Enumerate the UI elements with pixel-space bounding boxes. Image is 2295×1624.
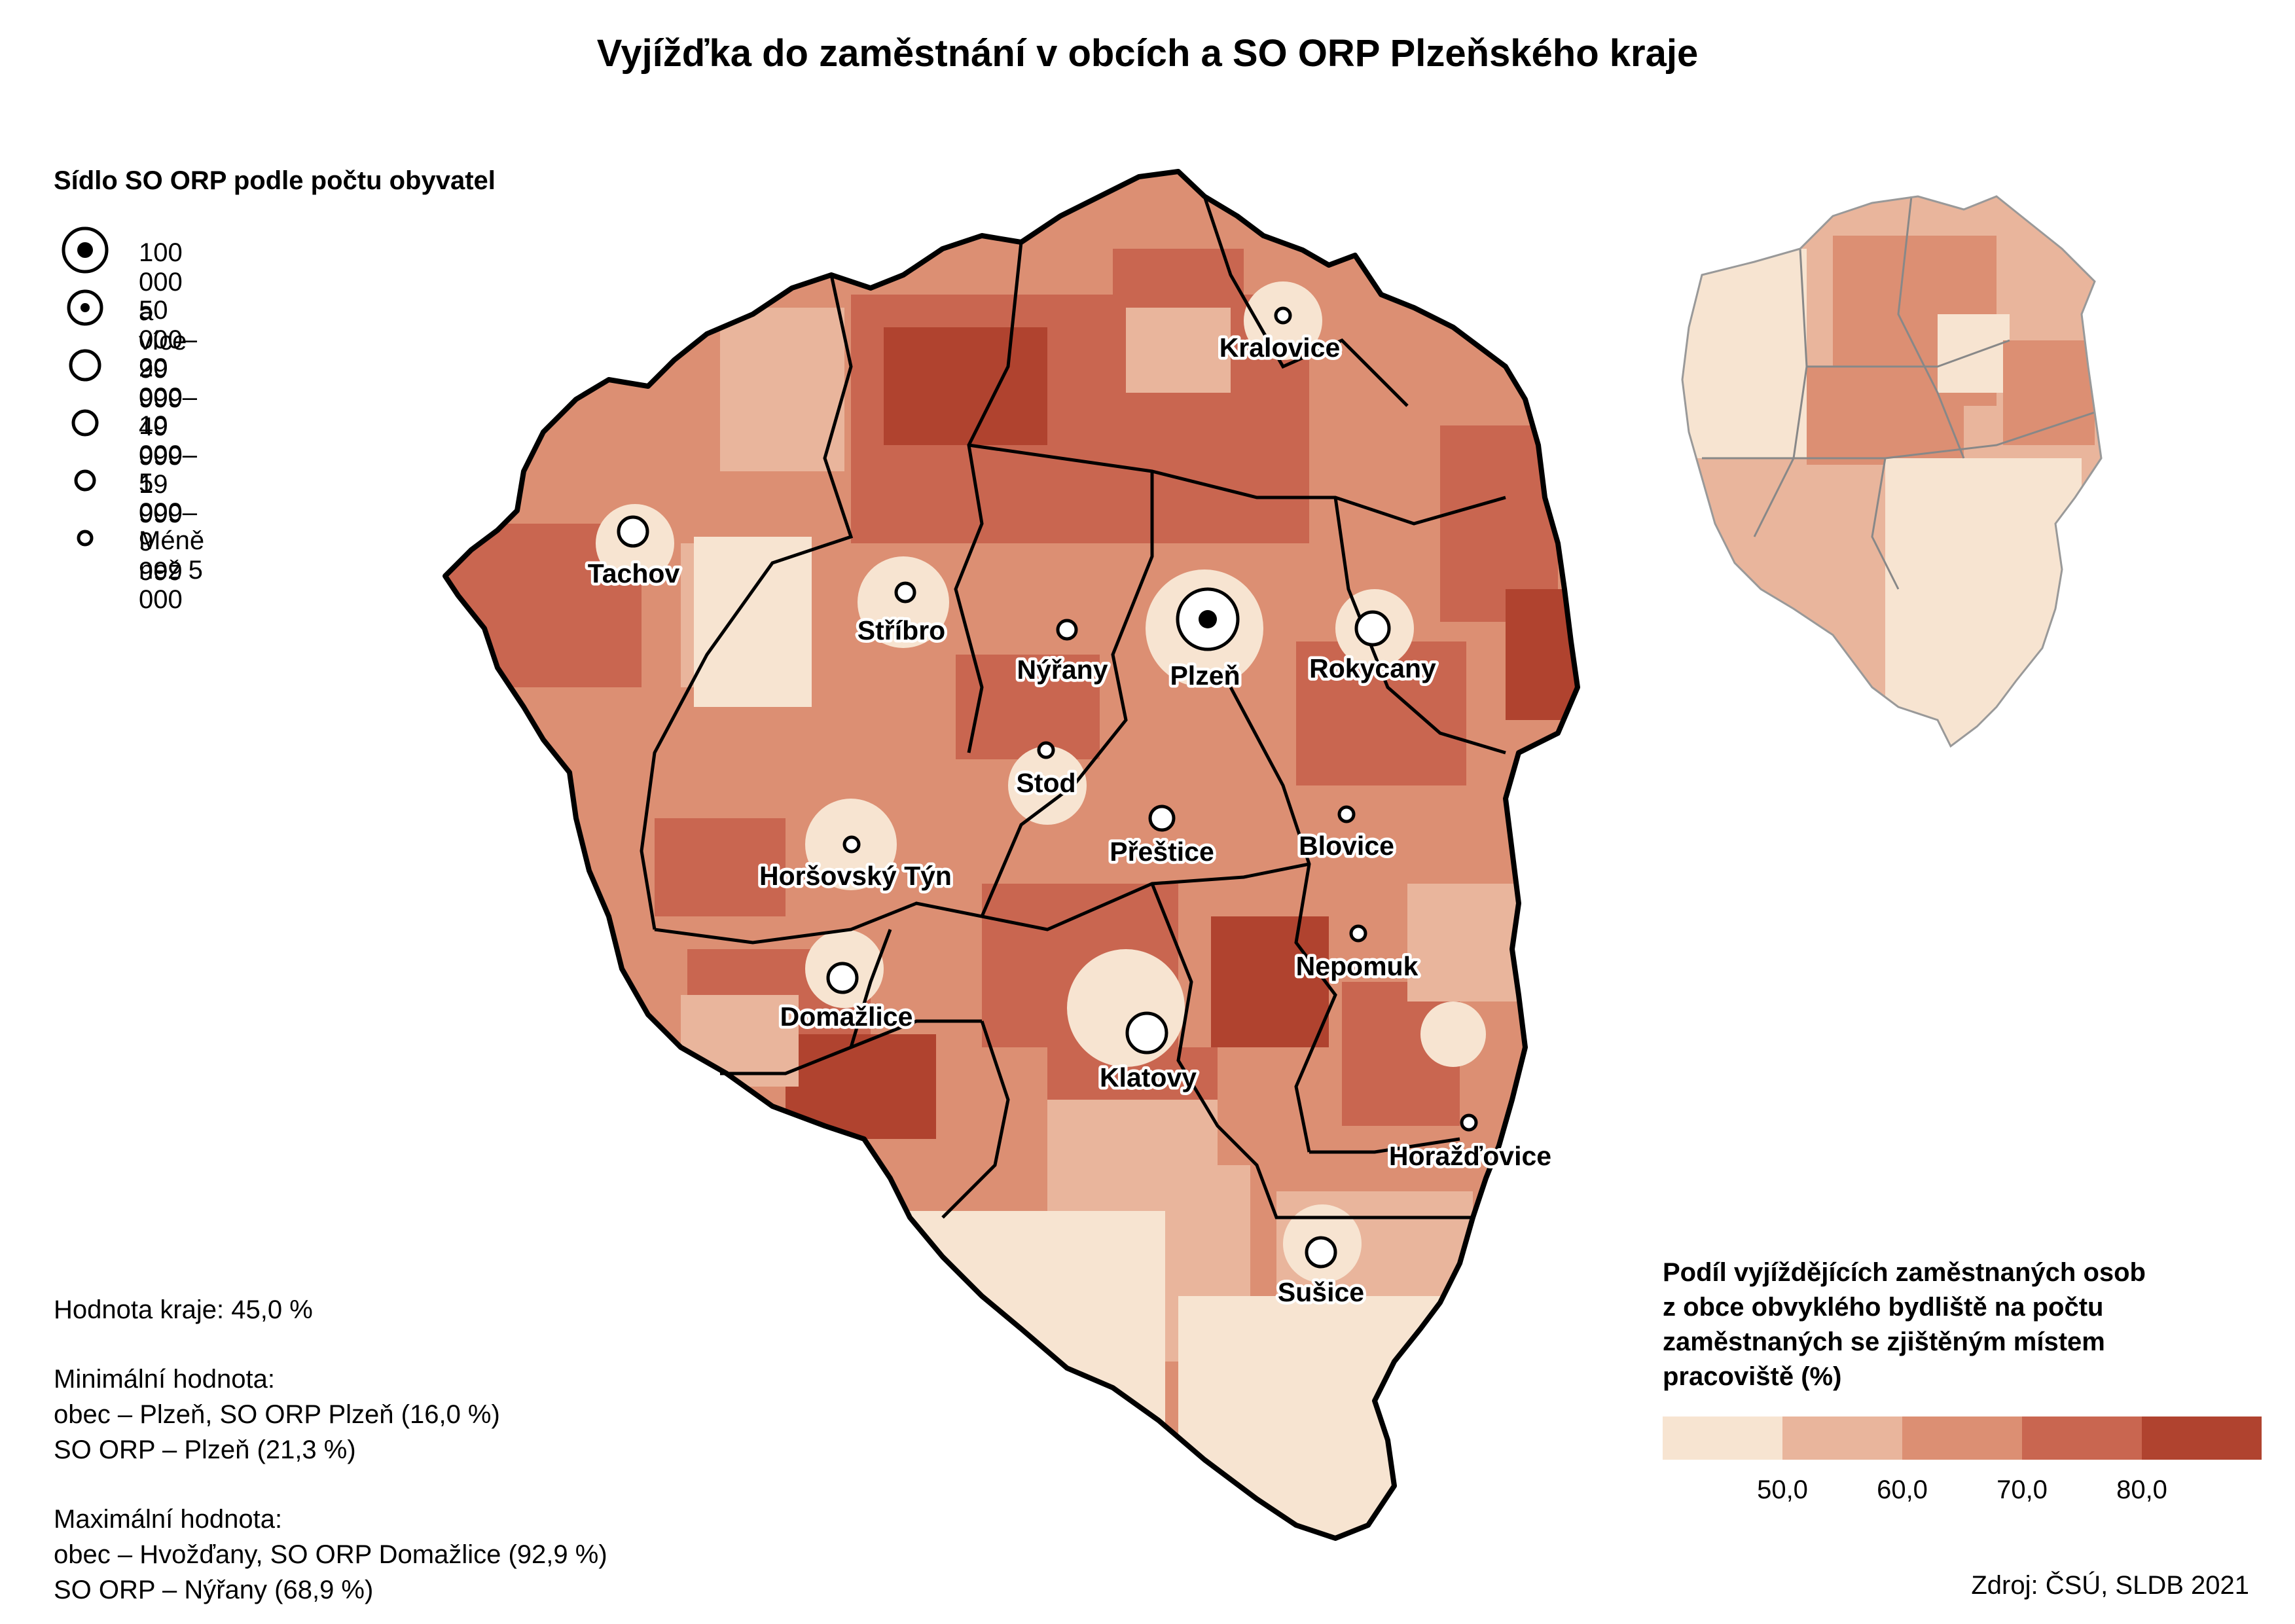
scale-tick-label: 60,0 [1877,1475,1928,1504]
min-municipality: obec – Plzeň, SO ORP Plzeň (16,0 %) [54,1400,500,1429]
town-label: Blovice [1299,831,1394,861]
max-orp: SO ORP – Nýřany (68,9 %) [54,1576,374,1604]
town-symbol-icon [894,581,916,604]
town-label: Nýřany [1017,655,1108,685]
size-symbol-icon [71,409,99,437]
town-symbol-icon [1354,610,1391,647]
size-symbol-icon [69,349,101,382]
town-symbol-icon [1037,741,1055,759]
town-label: Rokycany [1309,653,1436,683]
max-heading: Maximální hodnota: [54,1505,283,1534]
town-label: Stříbro [858,615,945,645]
region-outline [443,169,1580,1541]
legend-heading-line: zaměstnaných se zjištěným místem [1663,1327,2105,1356]
town-label: Klatovy [1100,1062,1197,1092]
choropleth-legend-heading: Podíl vyjíždějících zaměstnaných osob z … [1663,1255,2291,1394]
town-symbol-icon [1148,804,1176,832]
orp-boundaries [640,196,1506,1219]
town-symbol-icon [842,835,861,854]
size-symbol-icon [62,226,109,274]
plzen-centre-dot [1199,610,1217,628]
town-label: Horažďovice [1389,1141,1551,1171]
scale-tick-label: 80,0 [2116,1475,2167,1504]
town-label: Nepomuk [1296,951,1419,981]
town-symbol-icon [1125,1011,1168,1055]
color-scale-ticks: 50,0 60,0 70,0 80,0 [1663,1475,2262,1515]
statistics-panel: Hodnota kraje: 45,0 % Minimální hodnota:… [54,1292,607,1608]
color-class-swatch [1663,1416,1782,1460]
town-label: Horšovský Týn [759,861,952,891]
municipality-polygons [445,171,1578,1538]
size-symbol-icon [77,530,94,547]
source-note: Zdroj: ČSÚ, SLDB 2021 [1971,1571,2249,1600]
size-legend-label: 5 000–9 999 [139,469,197,586]
town-symbol-icon [1349,924,1367,943]
size-legend-label: 50 000–99 999 [139,296,197,413]
map-title: Vyjížďka do zaměstnání v obcích a SO ORP… [596,32,1699,75]
town-symbol-icon [826,962,859,994]
color-class-swatch [1782,1416,1902,1460]
size-symbol-icon [67,289,103,326]
size-legend-label: 10 000–19 999 [139,411,197,528]
size-legend-label: 100 000 a více [139,238,187,355]
town-symbol-icon [1274,306,1292,325]
town-label: Sušice [1278,1277,1364,1307]
inset-outline [1681,195,2103,748]
size-symbol-icon [74,469,96,492]
scale-tick-label: 50,0 [1757,1475,1808,1504]
min-heading: Minimální hodnota: [54,1365,275,1394]
legend-heading-line: pracoviště (%) [1663,1362,1842,1391]
scale-tick-label: 70,0 [1997,1475,2048,1504]
town-symbol-icon [1460,1113,1478,1132]
orp-inset-map [1682,196,2101,746]
color-class-swatch [1902,1416,2022,1460]
size-legend-heading: Sídlo SO ORP podle počtu obyvatel [54,166,496,195]
town-symbol-icon [1337,805,1356,823]
town-label: Kralovice [1220,333,1341,363]
town-label: Plzeň [1170,660,1240,691]
town-label: Tachov [588,558,680,588]
orp-inset-boundaries [1702,196,2095,590]
town-label: Přeštice [1110,837,1214,867]
town-label: Stod [1016,768,1075,798]
legend-heading-line: z obce obvyklého bydliště na počtu [1663,1293,2104,1322]
size-legend-label: Méně než 5 000 [139,526,205,614]
town-symbol-icon [1305,1236,1337,1269]
color-class-swatch [2022,1416,2142,1460]
color-class-swatch [2142,1416,2262,1460]
town-label: Domažlice [780,1001,913,1032]
size-legend-label: 20 000–49 999 [139,353,197,471]
legend-heading-line: Podíl vyjíždějících zaměstnaných osob [1663,1258,2146,1287]
region-value: Hodnota kraje: 45,0 % [54,1295,313,1324]
color-scale-bar [1663,1416,2262,1460]
min-orp: SO ORP – Plzeň (21,3 %) [54,1435,356,1464]
choropleth-legend: Podíl vyjíždějících zaměstnaných osob z … [1663,1255,2291,1504]
town-symbols [617,306,1478,1269]
town-symbol-icon [617,515,649,548]
max-municipality: obec – Hvožďany, SO ORP Domažlice (92,9 … [54,1540,607,1569]
town-labels: Kralovice Tachov Stříbro Nýřany Plzeň Ro… [585,330,1554,1310]
town-symbol-icon [1056,619,1078,641]
